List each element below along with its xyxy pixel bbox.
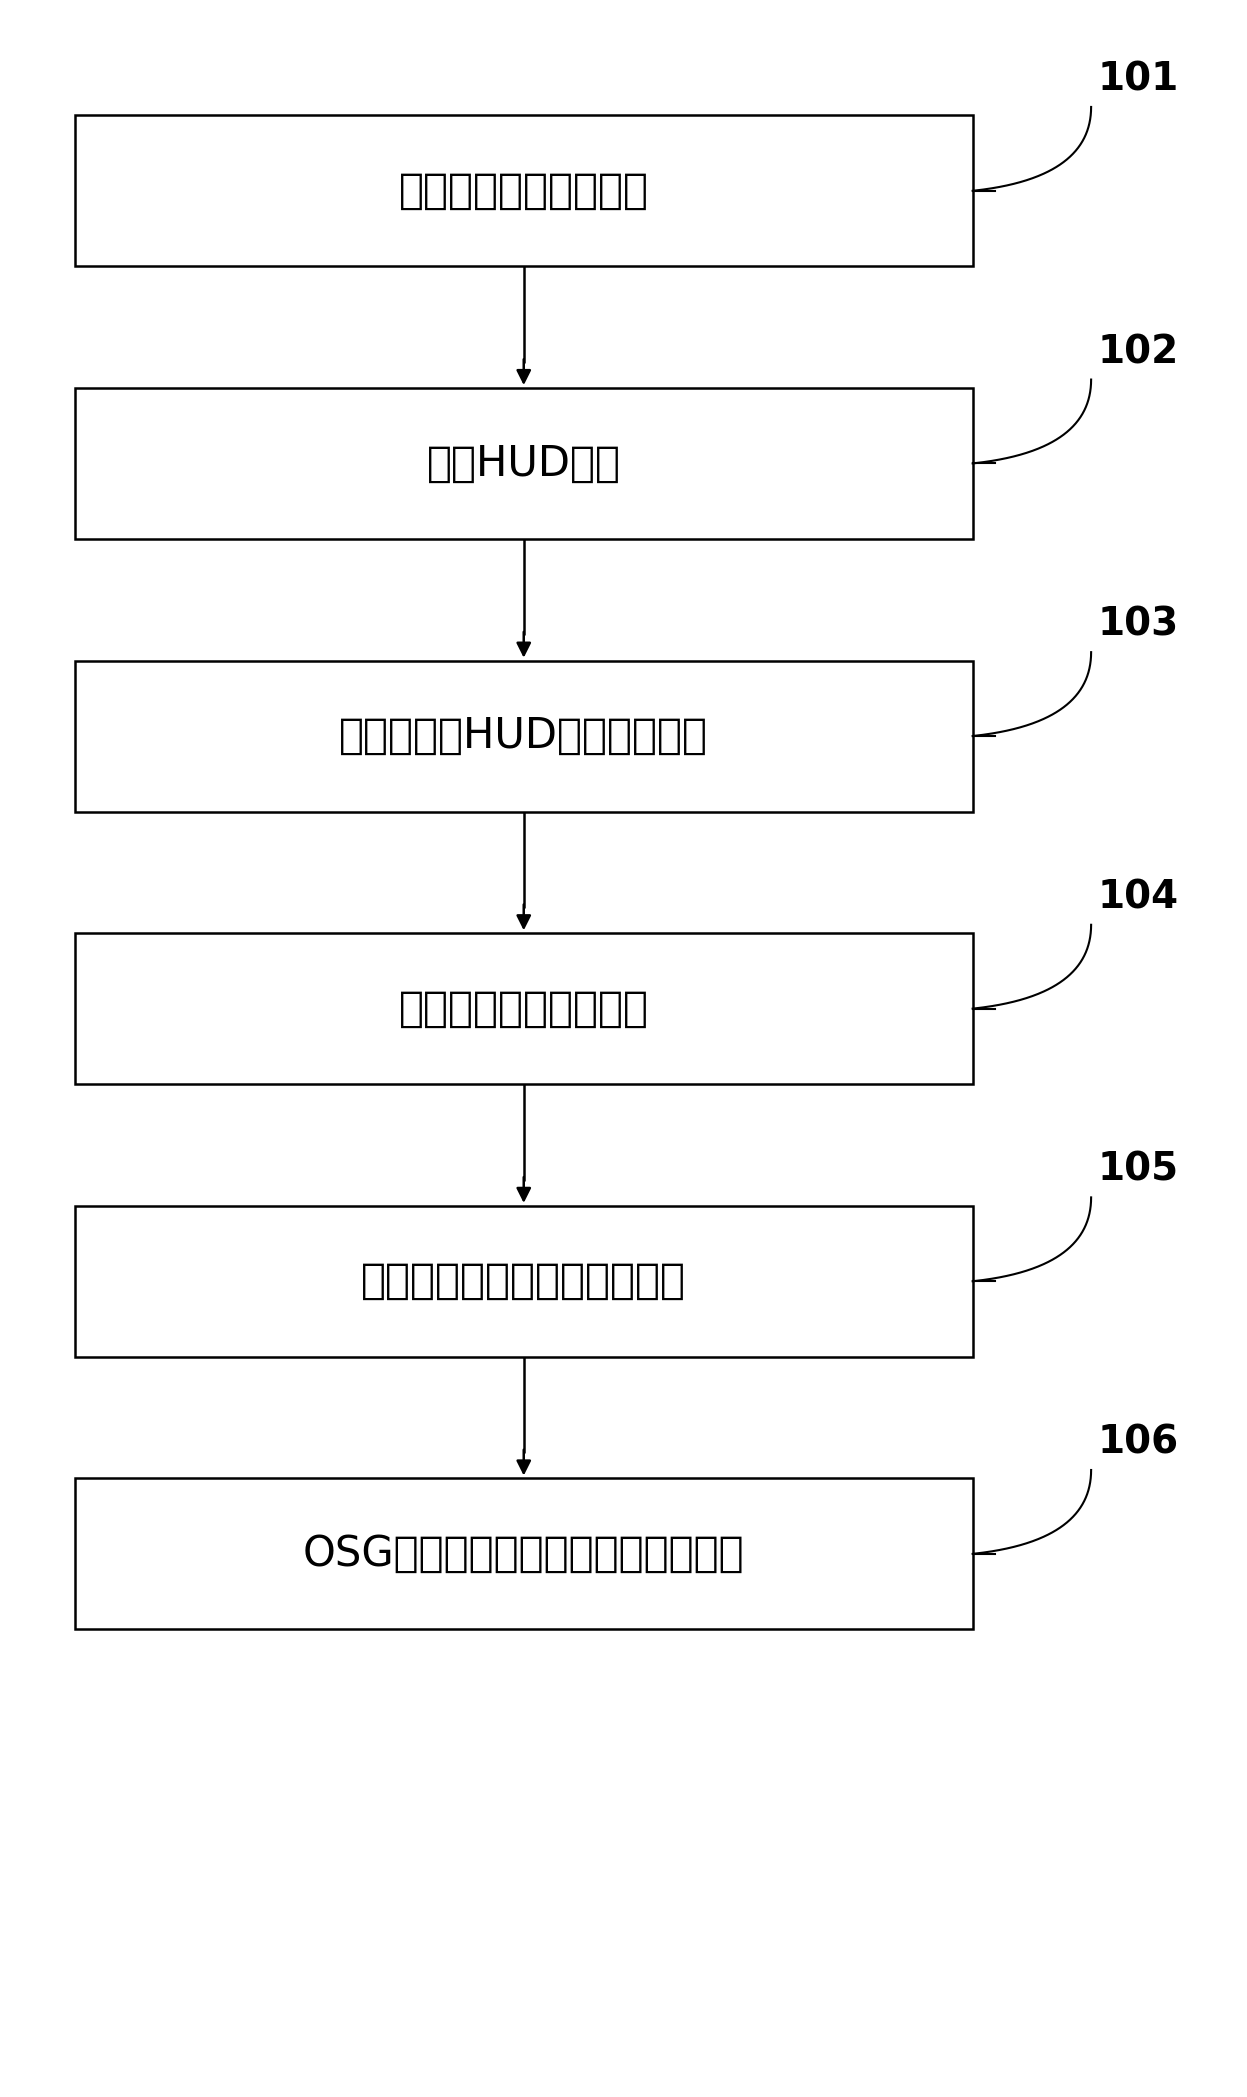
Bar (75, 1478, 973, 1629)
Text: 着色器二次处理生成衍射光圈: 着色器二次处理生成衍射光圈 (362, 1260, 686, 1302)
Text: 102: 102 (1097, 333, 1178, 371)
Bar (75, 388, 973, 539)
Text: OSG渲染引擎渲染激光干扰图像纹理: OSG渲染引擎渲染激光干扰图像纹理 (303, 1533, 744, 1575)
Bar (75, 1206, 973, 1357)
Text: 计算光束与HUD相机平面交点: 计算光束与HUD相机平面交点 (339, 715, 708, 757)
Text: 构建激光干扰想定场景: 构建激光干扰想定场景 (399, 170, 648, 212)
Bar (75, 115, 973, 266)
Bar (75, 661, 973, 812)
Text: 105: 105 (1097, 1151, 1178, 1189)
Text: 绘制激光干扰图像纹理: 绘制激光干扰图像纹理 (399, 988, 648, 1030)
Text: 106: 106 (1097, 1424, 1178, 1462)
Text: 104: 104 (1097, 879, 1178, 916)
Bar (75, 933, 973, 1084)
Text: 101: 101 (1097, 61, 1178, 99)
Text: 构建HUD相机: 构建HUD相机 (426, 442, 621, 484)
Text: 103: 103 (1097, 606, 1178, 644)
